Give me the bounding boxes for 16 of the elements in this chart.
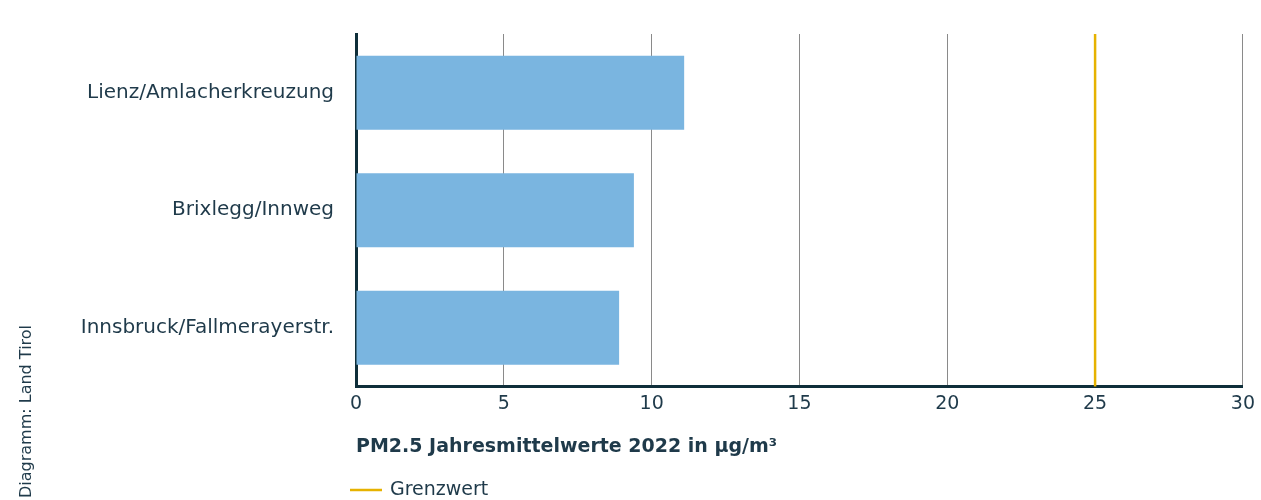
bar xyxy=(356,173,634,248)
x-tick-label: 15 xyxy=(787,390,812,413)
x-tick-label: 5 xyxy=(497,390,510,413)
y-tick-label: Innsbruck/Fallmerayerstr. xyxy=(80,313,334,338)
text: Diagramm: Land Tirol xyxy=(16,324,36,498)
x-tick-label: 30 xyxy=(1230,390,1256,413)
x-axis-title: PM2.5 Jahresmittelwerte 2022 in µg/m³ xyxy=(356,433,778,456)
bar xyxy=(356,290,620,365)
bar xyxy=(356,55,685,130)
x-tick-label: 20 xyxy=(935,390,960,413)
y-tick-label: Lienz/Amlacherkreuzung xyxy=(87,78,334,103)
x-tick-label: 0 xyxy=(349,390,363,413)
legend-label: Grenzwert xyxy=(390,476,489,499)
x-tick-label: 25 xyxy=(1083,390,1108,413)
x-tick-label: 10 xyxy=(639,390,664,413)
y-tick-label: Brixlegg/Innweg xyxy=(172,196,334,221)
